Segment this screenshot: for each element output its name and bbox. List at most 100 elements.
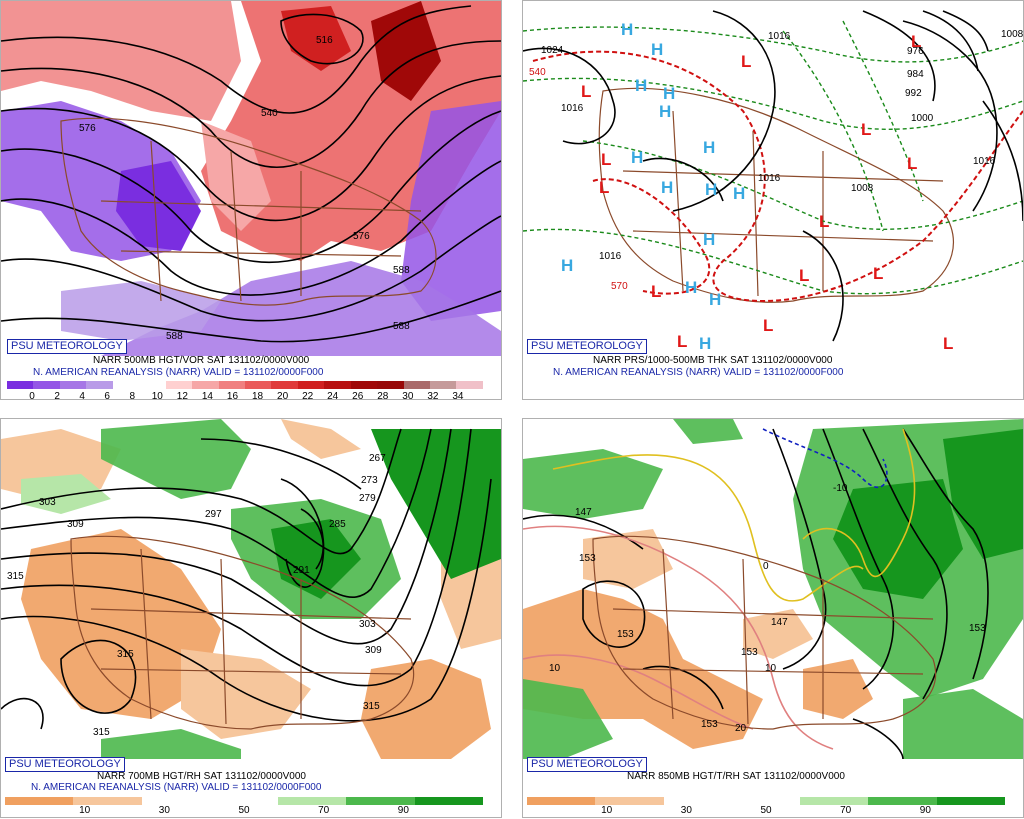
contour-label: 297 [205,509,222,520]
contour-label: 570 [611,281,628,292]
contour-label: 153 [617,629,634,640]
colorbar-label: 90 [397,805,409,816]
contour-label: 1016 [768,31,791,42]
colorbar-swatch [141,797,210,805]
high-marker: H [703,138,715,157]
psu-meteorology-logo: PSU METEOROLOGY [527,757,647,772]
colorbar-swatch [86,381,113,389]
panel-valid-line: N. AMERICAN REANALYSIS (NARR) VALID = 13… [33,367,324,378]
colorbar-swatch [112,381,140,389]
panel-sfc-pressure-thickness: 1024 1016 1016 1016 1016 1008 1016 1000 … [522,0,1024,400]
low-marker: L [799,266,809,285]
low-marker: L [677,332,687,351]
colorbar-label: 0 [29,391,35,400]
contour-label: 1008 [1001,29,1023,40]
colorbar-label: 26 [352,391,364,400]
map-700mb: 303 309 315 315 315 315 297 285 291 267 … [1,419,501,759]
contour-label: 540 [261,108,278,119]
contour-label: 1000 [911,113,934,124]
psu-meteorology-logo: PSU METEOROLOGY [7,339,127,354]
panel-850mb-hgt-t-rh: 147 153 153 153 153 147 10 10 20 -10 0 1… [522,418,1024,818]
colorbar-label: 10 [601,805,613,816]
colorbar-label: 50 [238,805,250,816]
colorbar-label: 70 [318,805,330,816]
colorbar-label: 14 [201,391,213,400]
colorbar-swatch [414,797,483,805]
contour-label: 315 [363,701,380,712]
high-marker: H [635,76,647,95]
colorbar-swatch [868,797,937,805]
contour-label: 0 [763,561,769,572]
colorbar-swatch [33,381,60,389]
colorbar-label: 50 [760,805,772,816]
high-marker: H [663,84,675,103]
colorbar-label: 22 [302,391,314,400]
low-marker: L [741,52,751,71]
panel-700mb-hgt-rh: 303 309 315 315 315 315 297 285 291 267 … [0,418,502,818]
vorticity-colorbar [7,381,483,389]
colorbar-swatch [403,381,430,389]
high-marker: H [651,40,663,59]
high-marker: H [703,230,715,249]
contour-label: 315 [93,727,110,738]
contour-label: 540 [529,67,546,78]
contour-label: -10 [833,483,848,494]
contour-labels-700: 303 309 315 315 315 315 297 285 291 267 … [7,453,386,738]
colorbar-label: 2 [54,391,60,400]
colorbar-label: 30 [402,391,414,400]
contour-label: 1016 [561,103,584,114]
colorbar-swatch [800,797,869,805]
colorbar-swatch [271,381,298,389]
high-marker: H [561,256,573,275]
contour-label: 576 [79,123,96,134]
low-marker: L [907,154,917,173]
low-marker: L [819,212,829,231]
low-marker: L [943,334,953,353]
contour-label: 976 [907,46,924,57]
low-marker: L [651,282,661,301]
contour-label: 153 [701,719,718,730]
map-500mb: 516 540 576 576 588 588 588 [1,1,501,356]
panel-title: NARR 500MB HGT/VOR SAT 131102/0000V000 [93,355,310,366]
contour-label: 992 [905,88,922,99]
high-marker: H [733,184,745,203]
low-marker: L [763,316,773,335]
psu-meteorology-logo: PSU METEOROLOGY [527,339,647,354]
contour-label: 267 [369,453,386,464]
contour-labels-850: 147 153 153 153 153 147 10 10 20 -10 0 1… [549,483,986,734]
low-pressure-markers: L L L L L L L L L L L L L L [581,32,953,353]
contour-label: 1008 [851,183,874,194]
high-marker: H [699,334,711,353]
panel-title: NARR 850MB HGT/T/RH SAT 131102/0000V000 [627,771,845,782]
contour-label: 10 [549,663,561,674]
colorbar-label: 24 [327,391,339,400]
colorbar-swatch [5,797,74,805]
colorbar-label: 18 [251,391,264,400]
contour-label: 315 [7,571,24,582]
contour-labels-500: 516 540 576 576 588 588 588 [79,35,410,342]
colorbar-label: 16 [226,391,239,400]
colorbar-label: 32 [427,391,439,400]
contour-label: 1016 [973,156,996,167]
high-marker: H [685,278,697,297]
panel-valid-line: N. AMERICAN REANALYSIS (NARR) VALID = 13… [553,367,844,378]
colorbar-swatch [7,381,34,389]
contour-label: 303 [359,619,376,630]
contour-label: 588 [393,321,410,332]
panel-valid-line: N. AMERICAN REANALYSIS (NARR) VALID = 13… [31,782,322,793]
colorbar-swatch [244,381,272,389]
contour-label: 588 [393,265,410,276]
low-marker: L [581,82,591,101]
colorbar-swatch [350,381,378,389]
contour-label: 576 [353,231,370,242]
colorbar-swatch [59,381,87,389]
rh-colorbar [5,797,483,805]
contour-label: 588 [166,331,183,342]
low-marker: L [861,120,871,139]
colorbar-swatch [278,797,347,805]
contour-label: 303 [39,497,56,508]
colorbar-swatch [731,797,801,805]
colorbar-label: 12 [176,391,188,400]
colorbar-label: 20 [277,391,289,400]
colorbar-label: 10 [79,805,91,816]
